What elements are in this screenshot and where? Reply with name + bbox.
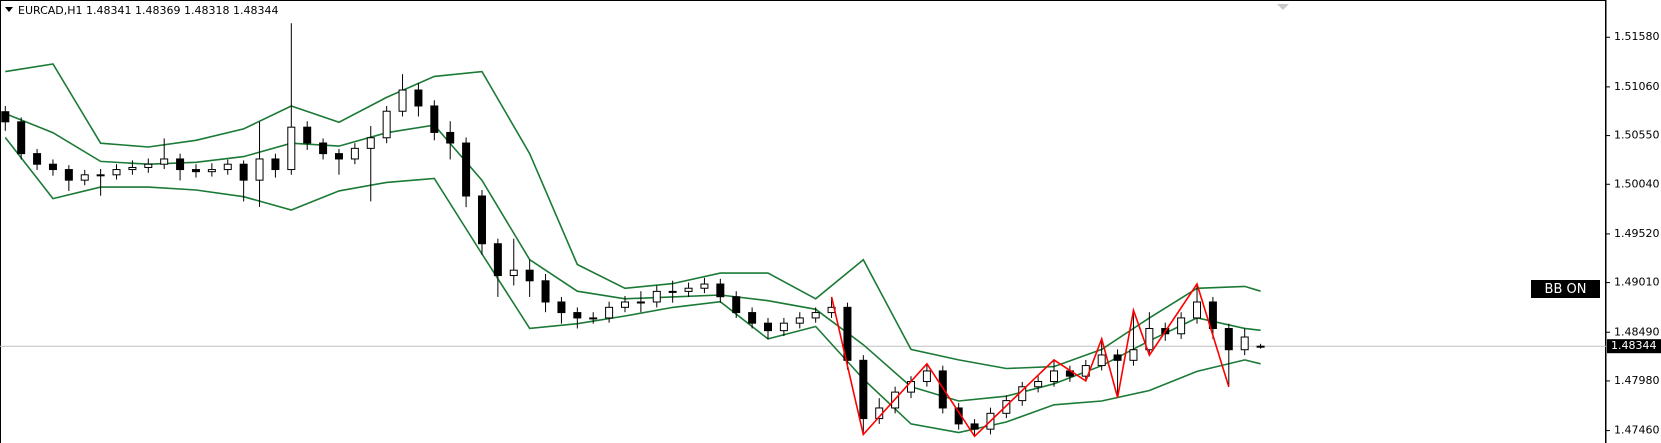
candle-body bbox=[1177, 317, 1186, 335]
candle-body bbox=[1224, 328, 1233, 351]
candle-body bbox=[859, 359, 868, 420]
candle-body bbox=[732, 296, 741, 314]
candle-body bbox=[271, 158, 280, 171]
candle-body bbox=[573, 312, 582, 319]
candle-body bbox=[557, 301, 566, 314]
candle-body bbox=[319, 142, 328, 155]
candle-body bbox=[1145, 328, 1154, 351]
y-tick-label: 1.50550 bbox=[1614, 129, 1660, 142]
candle-body bbox=[382, 110, 391, 139]
candle-body bbox=[605, 306, 614, 319]
candle-body bbox=[64, 169, 73, 181]
candle-body bbox=[764, 322, 773, 332]
candle-body bbox=[144, 163, 153, 168]
candle-body bbox=[1, 111, 10, 123]
candle-body bbox=[493, 243, 502, 277]
candle-body bbox=[620, 301, 629, 308]
candle-body bbox=[477, 195, 486, 245]
candle-body bbox=[652, 290, 661, 303]
candle-body bbox=[430, 105, 439, 133]
candle-body bbox=[17, 121, 26, 155]
candle-body bbox=[1002, 400, 1011, 414]
candle-body bbox=[398, 89, 407, 112]
candle-body bbox=[255, 158, 264, 181]
candle-body bbox=[112, 169, 121, 176]
y-tick-label: 1.51060 bbox=[1614, 80, 1660, 93]
candle-body bbox=[239, 163, 248, 181]
candle-body bbox=[191, 169, 200, 173]
candle-body bbox=[414, 89, 423, 107]
current-price-box bbox=[1607, 339, 1661, 354]
candle-body bbox=[1208, 301, 1217, 330]
candle-body bbox=[1097, 354, 1106, 367]
chart-title: EURCAD,H1 1.48341 1.48369 1.48318 1.4834… bbox=[18, 4, 278, 17]
candle-body bbox=[509, 269, 518, 277]
candle-body bbox=[303, 126, 312, 144]
candle-body bbox=[716, 283, 725, 298]
y-tick-label: 1.49520 bbox=[1614, 227, 1660, 240]
y-tick-label: 1.48490 bbox=[1614, 325, 1660, 338]
candle-body bbox=[970, 423, 979, 430]
candle-body bbox=[1113, 354, 1122, 361]
candle-body bbox=[748, 312, 757, 324]
candle-body bbox=[668, 290, 677, 293]
candle-body bbox=[80, 174, 89, 181]
candle-body bbox=[636, 301, 645, 304]
candle-body bbox=[48, 163, 57, 171]
candle-body bbox=[350, 147, 359, 160]
candle-body bbox=[589, 317, 598, 320]
band-upper bbox=[5, 63, 1261, 370]
candle-body bbox=[446, 131, 455, 144]
candle-body bbox=[462, 142, 471, 197]
band-lower bbox=[4, 137, 1261, 434]
candle-body bbox=[954, 407, 963, 425]
candle-body bbox=[541, 280, 550, 303]
candle-body bbox=[1256, 345, 1265, 348]
candle-body bbox=[811, 312, 820, 319]
y-tick-label: 1.51580 bbox=[1614, 30, 1660, 43]
y-tick-label: 1.47980 bbox=[1614, 374, 1660, 387]
candle-body bbox=[96, 174, 105, 177]
candle-body bbox=[33, 153, 42, 165]
indicator-label: BB ON bbox=[1545, 282, 1587, 297]
candle-body bbox=[795, 317, 804, 324]
candle-body bbox=[128, 166, 137, 171]
candle-body bbox=[1129, 349, 1138, 361]
candle-body bbox=[160, 158, 169, 165]
indicator-box bbox=[1531, 280, 1600, 298]
symbol-menu-arrow[interactable] bbox=[5, 7, 13, 12]
candle-body bbox=[1240, 336, 1249, 351]
candle-body bbox=[223, 163, 232, 171]
candle-body bbox=[287, 126, 296, 171]
y-tick-label: 1.47460 bbox=[1614, 424, 1660, 437]
candle-body bbox=[176, 158, 185, 171]
current-price-label: 1.48344 bbox=[1611, 339, 1657, 352]
candle-body bbox=[938, 370, 947, 409]
candle-body bbox=[779, 322, 788, 332]
y-tick-label: 1.49010 bbox=[1614, 276, 1660, 289]
candle-body bbox=[1034, 381, 1043, 388]
y-tick-label: 1.50040 bbox=[1614, 177, 1660, 190]
candle-body bbox=[1193, 301, 1202, 319]
candle-body bbox=[207, 169, 216, 173]
candle-body bbox=[366, 137, 375, 149]
candle-body bbox=[843, 306, 852, 361]
plot-frame bbox=[0, 0, 1606, 443]
candle-body bbox=[334, 153, 343, 160]
shift-marker bbox=[1277, 4, 1289, 10]
candle-body bbox=[1050, 370, 1059, 383]
candle-body bbox=[684, 287, 693, 292]
candle-body bbox=[700, 283, 709, 289]
candle-body bbox=[922, 370, 931, 383]
candle-body bbox=[525, 269, 534, 282]
zigzag-line bbox=[830, 282, 1230, 438]
